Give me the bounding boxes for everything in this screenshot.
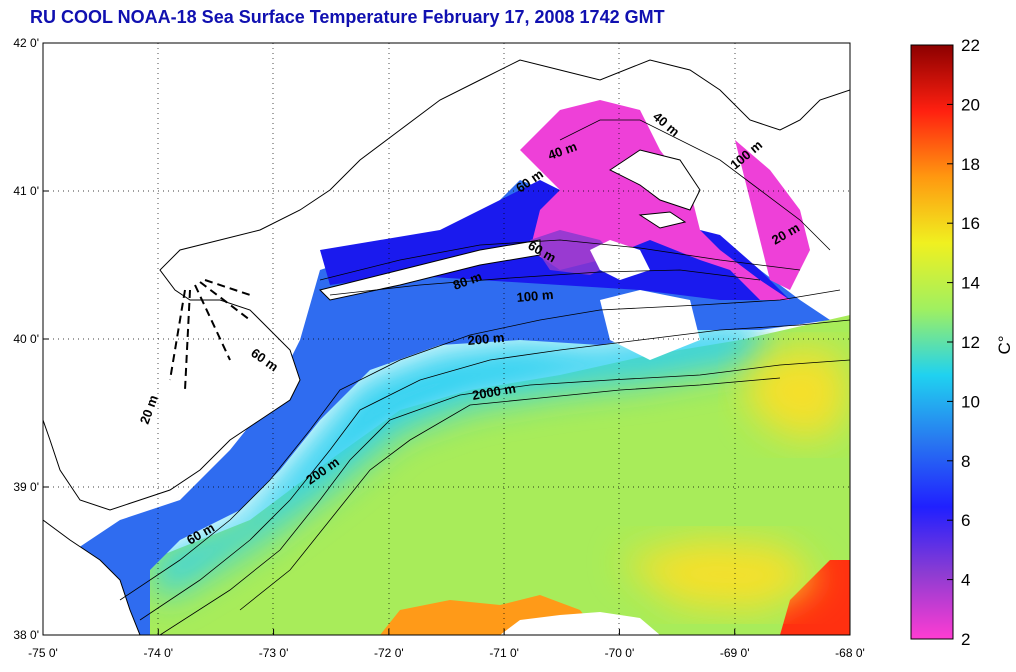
map-title: RU COOL NOAA-18 Sea Surface Temperature …	[30, 7, 665, 27]
no-data-patch-3	[600, 290, 700, 360]
contour-label: 100 m	[516, 287, 554, 305]
colorbar-tick-label: 12	[961, 333, 980, 352]
shipping-lanes	[169, 279, 251, 391]
latitude-axis: 38 0' 39 0' 40 0' 41 0' 42 0'	[13, 36, 49, 642]
colorbar-tick-label: 20	[961, 95, 980, 114]
colorbar-unit-label: C°	[995, 335, 1014, 354]
lat-tick-label: 39 0'	[13, 480, 39, 494]
nantucket	[638, 211, 687, 229]
colorbar-tick-label: 22	[961, 36, 980, 55]
sst-field-warm-south	[620, 540, 820, 610]
lat-tick-label: 41 0'	[13, 184, 39, 198]
colorbar-tick-label: 14	[961, 274, 980, 293]
colorbar-tick-label: 4	[961, 571, 970, 590]
long-island	[319, 239, 541, 301]
sst-field-gulfstream-east	[780, 560, 850, 635]
colorbar-tick-label: 8	[961, 452, 970, 471]
lon-tick-label: -71 0'	[489, 646, 519, 660]
lon-tick-label: -73 0'	[259, 646, 289, 660]
map-grid	[43, 43, 850, 635]
lon-tick-label: -72 0'	[374, 646, 404, 660]
sst-field-warm-core	[740, 350, 850, 440]
sst-field-slope	[150, 320, 760, 600]
lon-tick-label: -75 0'	[28, 646, 58, 660]
sst-field-cold-pool-east	[735, 140, 810, 290]
no-data-patch-2	[590, 240, 650, 280]
longitude-axis: -75 0' -74 0' -73 0' -72 0' -71 0' -70 0' -69 …	[28, 629, 865, 660]
colorbar-tick-label: 16	[961, 214, 980, 233]
colorbar-tick-label: 18	[961, 155, 980, 174]
lon-tick-label: -70 0'	[605, 646, 635, 660]
colorbar-tick-label: 2	[961, 630, 970, 649]
lat-tick-label: 40 0'	[13, 332, 39, 346]
colorbar-gradient	[910, 44, 954, 640]
lon-tick-label: -68 0'	[835, 646, 865, 660]
lon-tick-label: -74 0'	[143, 646, 173, 660]
colorbar-tick-label: 6	[961, 511, 970, 530]
contour-label: 200 m	[467, 330, 505, 348]
lon-tick-label: -69 0'	[720, 646, 750, 660]
colorbar-tick-label: 10	[961, 392, 980, 411]
delmarva-coast	[43, 519, 141, 635]
lat-tick-label: 42 0'	[13, 36, 39, 50]
lat-tick-label: 38 0'	[13, 628, 39, 642]
no-data-patch	[500, 612, 660, 635]
cape-cod	[609, 149, 701, 211]
colorbar-ticks: 2 4 6 8 10 12 14 16 18 20 22	[947, 36, 980, 649]
bathymetry-contours	[119, 119, 850, 635]
land-mass	[43, 43, 850, 511]
